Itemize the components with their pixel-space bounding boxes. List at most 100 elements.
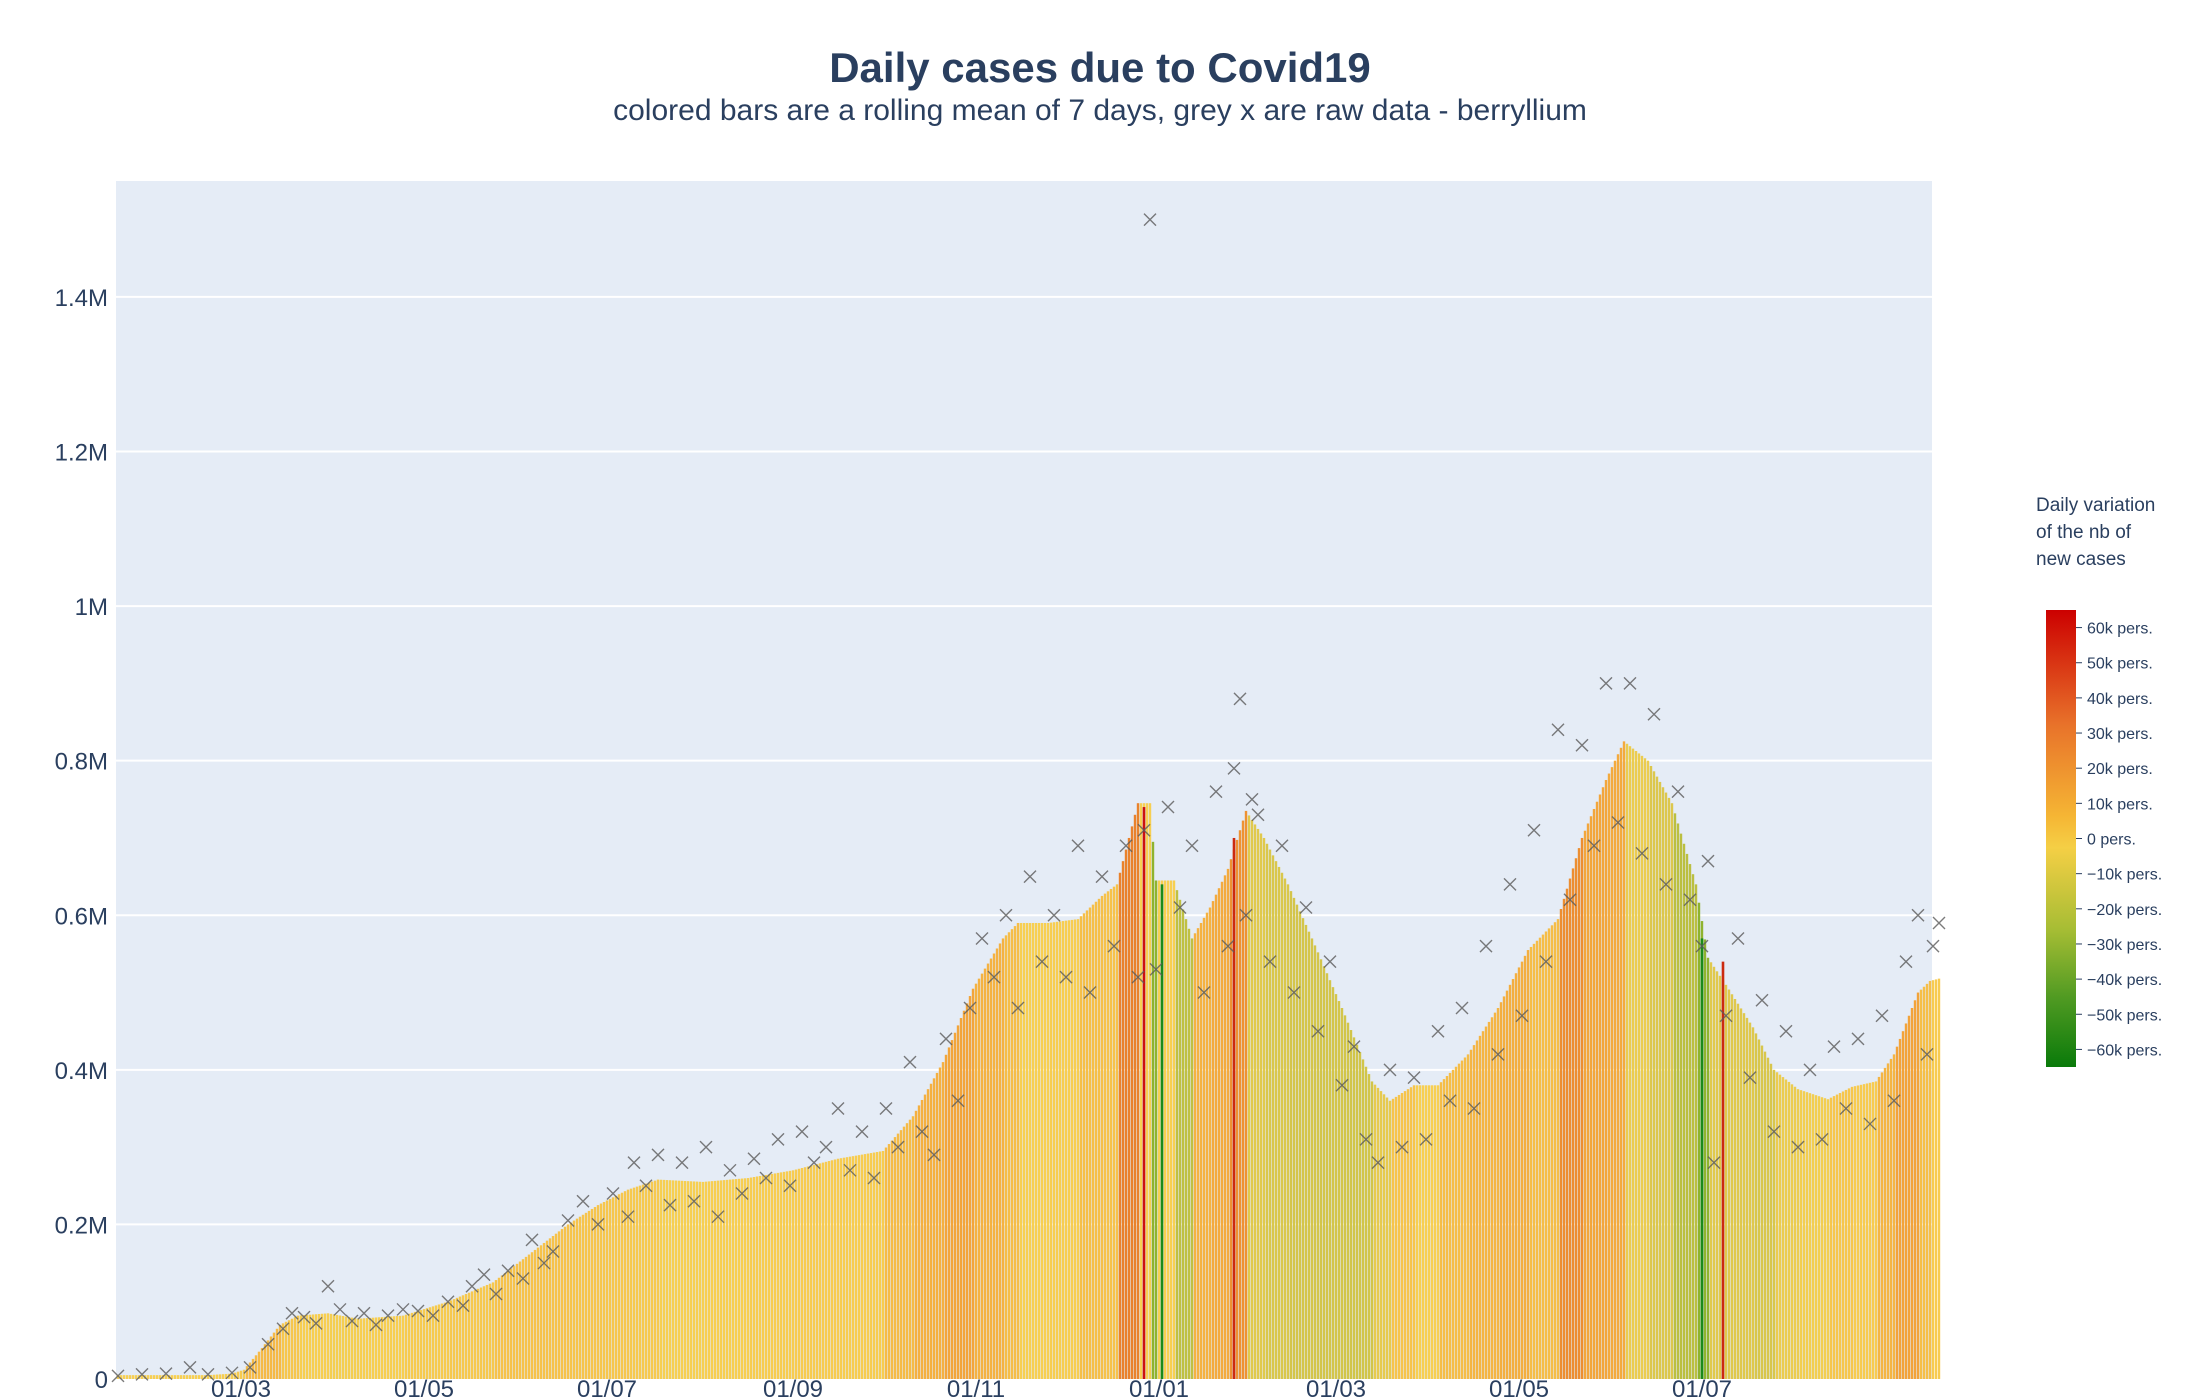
- bar: [200, 1375, 204, 1379]
- bar: [917, 1105, 921, 1379]
- bar: [155, 1375, 159, 1379]
- bar: [1592, 808, 1596, 1379]
- bar: [275, 1328, 279, 1379]
- bar: [122, 1375, 126, 1379]
- bar: [1640, 755, 1644, 1379]
- raw-data-point: [1083, 986, 1097, 1000]
- bar: [1544, 931, 1548, 1379]
- raw-data-point: [627, 1156, 641, 1170]
- bar: [1523, 955, 1527, 1379]
- bar: [569, 1222, 573, 1379]
- raw-data-point: [1707, 1156, 1721, 1170]
- raw-data-point: [879, 1101, 893, 1115]
- bar: [1352, 1037, 1356, 1379]
- bar: [776, 1172, 780, 1379]
- raw-data-point: [1047, 908, 1061, 922]
- bar: [1649, 765, 1653, 1379]
- bar: [809, 1165, 813, 1379]
- bar: [1286, 884, 1290, 1379]
- bar: [272, 1332, 276, 1379]
- highlighted-bar: [1700, 938, 1704, 1379]
- bar: [1421, 1085, 1425, 1379]
- bar: [656, 1179, 660, 1379]
- bar: [260, 1348, 264, 1379]
- bar: [1892, 1054, 1896, 1379]
- bar: [212, 1374, 216, 1379]
- bar: [443, 1302, 447, 1379]
- bar: [1898, 1038, 1902, 1379]
- bar: [1181, 909, 1185, 1379]
- colorbar-tick-label: −10k pers.: [2087, 867, 2162, 884]
- bar: [239, 1370, 243, 1379]
- bar: [962, 1010, 966, 1379]
- bar: [1403, 1091, 1407, 1379]
- bar: [1514, 973, 1518, 1379]
- bar: [1928, 980, 1932, 1379]
- y-tick-label: 0: [95, 1367, 108, 1394]
- raw-data-point: [1419, 1132, 1433, 1146]
- bar: [1871, 1082, 1875, 1379]
- x-tick-label: 01/07: [577, 1376, 637, 1400]
- bar: [230, 1373, 234, 1379]
- bar: [1766, 1057, 1770, 1379]
- raw-data-point: [711, 1210, 725, 1224]
- bar: [1847, 1088, 1851, 1379]
- highlighted-bar: [1721, 961, 1725, 1379]
- bar: [1586, 823, 1590, 1379]
- raw-data-point: [426, 1309, 440, 1323]
- bar: [899, 1130, 903, 1379]
- raw-data-point: [1827, 1040, 1841, 1054]
- bar: [671, 1180, 675, 1379]
- bar: [500, 1275, 504, 1379]
- bar: [1034, 922, 1038, 1379]
- raw-data-point: [1371, 1156, 1385, 1170]
- bar: [1814, 1095, 1818, 1379]
- bar: [617, 1194, 621, 1379]
- bar: [1562, 898, 1566, 1379]
- bar: [1490, 1017, 1494, 1379]
- raw-data-point: [456, 1299, 470, 1313]
- bar: [1283, 878, 1287, 1379]
- bar: [737, 1178, 741, 1379]
- bar: [680, 1180, 684, 1379]
- bar: [548, 1238, 552, 1379]
- bar: [1739, 1008, 1743, 1379]
- bar: [1883, 1067, 1887, 1379]
- raw-data-point: [1233, 692, 1247, 706]
- bar: [497, 1277, 501, 1379]
- bar: [833, 1159, 837, 1379]
- bar: [953, 1032, 957, 1379]
- bar: [1715, 971, 1719, 1379]
- raw-data-point: [516, 1272, 530, 1286]
- colorbar-tick-label: −30k pers.: [2087, 937, 2162, 954]
- bar: [692, 1181, 696, 1379]
- raw-data-point: [1551, 723, 1565, 737]
- bar: [1667, 797, 1671, 1379]
- bar: [1859, 1084, 1863, 1379]
- bar: [377, 1317, 381, 1379]
- bar: [1370, 1081, 1374, 1379]
- bar: [812, 1164, 816, 1379]
- bar: [119, 1375, 123, 1379]
- bar: [524, 1256, 528, 1379]
- bar: [653, 1180, 657, 1379]
- bar: [1637, 753, 1641, 1379]
- bar: [350, 1317, 354, 1379]
- bar: [164, 1375, 168, 1379]
- bar: [365, 1318, 369, 1379]
- bar: [293, 1317, 297, 1379]
- bar: [458, 1296, 462, 1379]
- bar: [959, 1018, 963, 1379]
- raw-data-point: [903, 1055, 917, 1069]
- bar: [1472, 1045, 1476, 1379]
- bar: [1289, 891, 1293, 1379]
- colorbar-tick-label: 50k pers.: [2087, 656, 2153, 673]
- bar: [557, 1231, 561, 1379]
- bar: [1205, 912, 1209, 1379]
- bar: [1625, 743, 1629, 1379]
- bar: [1334, 994, 1338, 1379]
- bar: [1934, 979, 1938, 1379]
- raw-data-point: [1803, 1063, 1817, 1077]
- bar: [1211, 901, 1215, 1379]
- bar: [1433, 1085, 1437, 1379]
